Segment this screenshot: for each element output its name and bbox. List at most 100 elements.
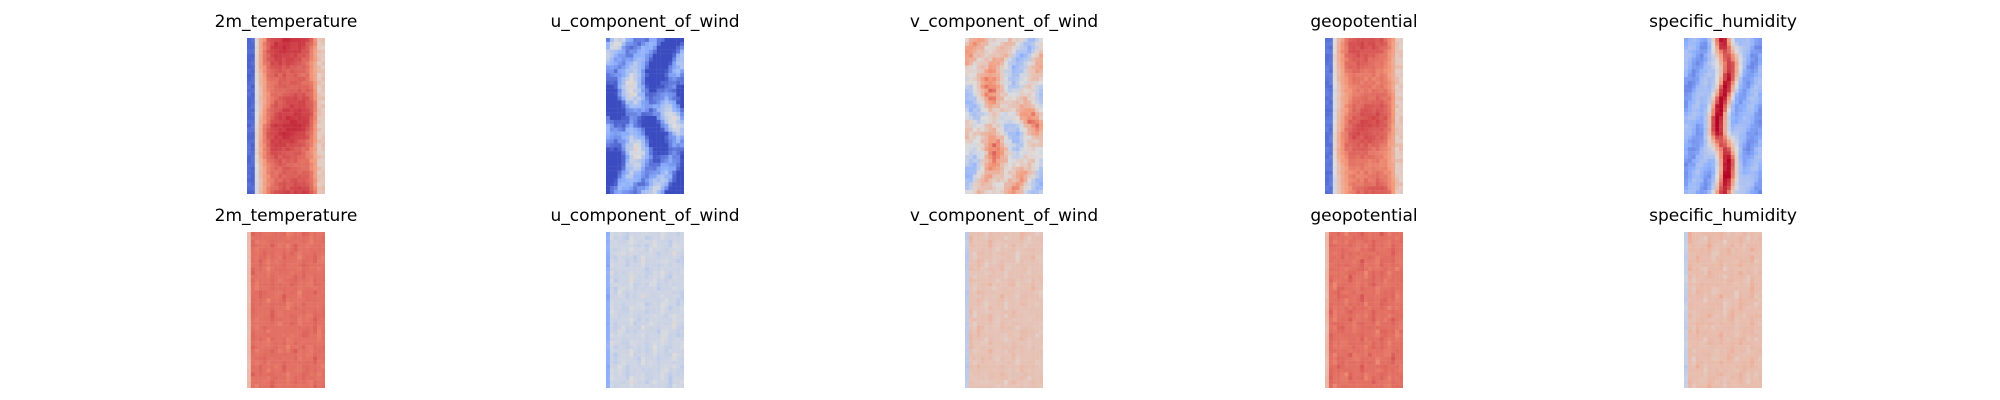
heatmap-cell — [250, 251, 255, 256]
heatmap-cell — [1687, 69, 1692, 74]
heatmap-cell — [1360, 178, 1365, 183]
heatmap-cell — [664, 166, 669, 171]
heatmap-cell — [1687, 80, 1692, 85]
heatmap-cell — [1336, 151, 1341, 156]
heatmap-cell — [266, 376, 271, 381]
heatmap-cell — [1738, 96, 1743, 101]
heatmap-cell — [1328, 92, 1333, 97]
heatmap-cell — [996, 96, 1001, 101]
heatmap-cell — [1004, 143, 1009, 148]
heatmap-cell — [1364, 77, 1369, 82]
heatmap-cell — [1719, 170, 1724, 175]
heatmap-cell — [1352, 108, 1357, 113]
heatmap-cell — [1031, 186, 1036, 191]
heatmap-cell — [621, 255, 626, 260]
heatmap-cell — [293, 131, 298, 136]
heatmap-cell — [976, 119, 981, 124]
heatmap-cell — [656, 92, 661, 97]
heatmap-cell — [1367, 166, 1372, 171]
heatmap-cell — [293, 364, 298, 369]
heatmap-cell — [278, 178, 283, 183]
heatmap-cell — [262, 108, 267, 113]
heatmap-cell — [1715, 139, 1720, 144]
heatmap-cell — [1325, 77, 1330, 82]
heatmap-cell — [278, 259, 283, 264]
heatmap-cell — [1364, 88, 1369, 93]
heatmap-cell — [254, 313, 259, 318]
heatmap-cell — [645, 116, 650, 121]
heatmap-cell — [668, 255, 673, 260]
heatmap-cell — [289, 259, 294, 264]
heatmap-cell — [321, 341, 325, 346]
heatmap-cell — [1360, 119, 1365, 124]
heatmap-cell — [1758, 57, 1762, 62]
heatmap-cell — [254, 376, 259, 381]
heatmap-cell — [258, 147, 263, 152]
heatmap-cell — [1715, 41, 1720, 46]
heatmap-cell — [976, 92, 981, 97]
heatmap-cell — [254, 96, 259, 101]
heatmap-cell — [980, 139, 985, 144]
heatmap-cell — [1738, 186, 1743, 191]
heatmap-cell — [1011, 116, 1016, 121]
heatmap-cell — [641, 178, 646, 183]
heatmap-cell — [1391, 84, 1396, 89]
heatmap-cell — [313, 349, 318, 354]
heatmap-cell — [289, 151, 294, 156]
heatmap-cell — [1742, 57, 1747, 62]
heatmap-cell — [1711, 104, 1716, 109]
heatmap-cell — [270, 166, 275, 171]
heatmap-cell — [1387, 143, 1392, 148]
heatmap-cell — [1395, 73, 1400, 78]
heatmap-cell — [1004, 45, 1009, 50]
heatmap-cell — [1387, 127, 1392, 132]
heatmap-cell — [247, 38, 252, 43]
heatmap-cell — [262, 380, 267, 385]
heatmap-cell — [1325, 65, 1330, 70]
heatmap-cell — [1738, 49, 1743, 54]
heatmap-cell — [968, 92, 973, 97]
heatmap-cell — [289, 127, 294, 132]
heatmap-cell — [247, 143, 252, 148]
heatmap-cell — [1723, 158, 1728, 163]
heatmap-cell — [660, 166, 665, 171]
heatmap-cell — [1352, 41, 1357, 46]
heatmap-cell — [250, 384, 255, 388]
heatmap-cell — [633, 119, 638, 124]
heatmap-cell — [629, 232, 634, 237]
heatmap-cell — [262, 274, 267, 279]
heatmap-cell — [1015, 69, 1020, 74]
heatmap-cell — [1328, 53, 1333, 58]
heatmap-cell — [641, 112, 646, 117]
heatmap-cell — [266, 49, 271, 54]
heatmap-cell — [606, 104, 611, 109]
heatmap-cell — [645, 112, 650, 117]
heatmap-cell — [968, 190, 973, 194]
heatmap-cell — [297, 45, 302, 50]
heatmap-cell — [305, 313, 310, 318]
heatmap-cell — [1399, 53, 1403, 58]
heatmap-cell — [1004, 186, 1009, 191]
heatmap-cell — [297, 380, 302, 385]
heatmap-cell — [660, 112, 665, 117]
heatmap-cell — [1023, 104, 1028, 109]
heatmap-cell — [617, 247, 622, 252]
heatmap-cell — [664, 69, 669, 74]
heatmap-cell — [1684, 127, 1689, 132]
heatmap-cell — [1019, 61, 1024, 66]
heatmap-cell — [1387, 135, 1392, 140]
heatmap-cell — [1007, 88, 1012, 93]
heatmap-cell — [1371, 186, 1376, 191]
heatmap-cell — [278, 119, 283, 124]
heatmap-cell — [247, 267, 252, 272]
heatmap-cell — [1734, 57, 1739, 62]
heatmap-cell — [317, 57, 322, 62]
heatmap-cell — [656, 57, 661, 62]
heatmap-cell — [1715, 108, 1720, 113]
heatmap-cell — [660, 255, 665, 260]
heatmap-cell — [313, 286, 318, 291]
heatmap-cell — [1325, 151, 1330, 156]
heatmap-cell — [637, 182, 642, 187]
heatmap-cell — [266, 127, 271, 132]
heatmap-cell — [1699, 108, 1704, 113]
